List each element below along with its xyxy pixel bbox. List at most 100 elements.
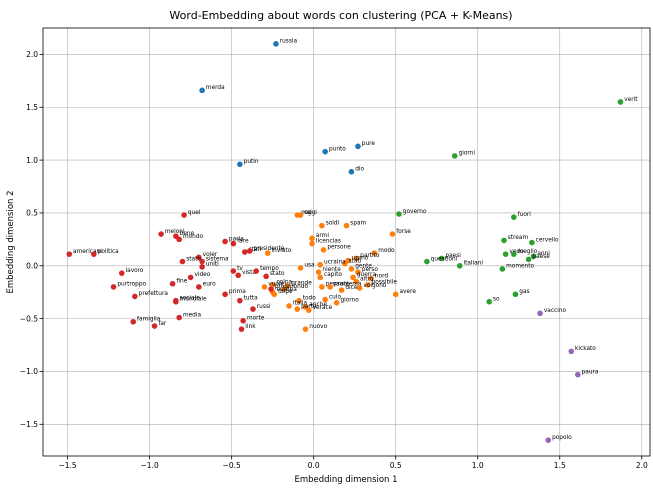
scatter-point [118,270,125,276]
scatter-point [269,282,276,288]
scatter-point [525,256,532,263]
scatter-point [238,326,245,332]
scatter-point [110,284,117,290]
scatter-point [246,248,253,254]
point-label: giorno [340,298,359,304]
scatter-point [350,274,356,281]
point-label: meglio [518,249,538,255]
scatter-point [241,249,248,255]
scatter-point [355,269,361,275]
point-label: mondiale [180,297,207,303]
point-label: ucraina [324,260,346,266]
point-label: italiani [463,261,483,267]
scatter-point [130,318,137,325]
point-label: soldi [326,220,340,226]
point-label: dopo [278,289,293,295]
scatter-point [179,258,186,265]
point-label: nuovo [309,324,327,330]
scatter-point [294,306,301,312]
point-label: tempo [260,266,279,272]
scatter-point [237,297,243,304]
scatter-point [499,266,506,272]
point-label: todo [303,295,316,301]
point-label: colpa [276,280,292,286]
point-label: parla [229,236,244,242]
point-label: italia [293,301,308,307]
point-label: cervello [536,237,559,243]
scatter-point [355,143,361,150]
scatter-point [281,286,287,292]
point-label: stato [186,256,201,262]
scatter-point [396,211,402,217]
point-label: anni [537,251,550,257]
point-label: lavoro [126,268,144,274]
point-label: anche [309,302,327,308]
scatter-point [250,306,256,312]
point-label: spam [350,220,366,226]
scatter-point [501,237,507,244]
point-label: famiglia [137,317,161,323]
point-label: prog. [275,284,290,290]
point-label: momento [506,264,534,270]
scatter-point [456,262,463,269]
point-label: fuori [518,212,532,218]
point-label: link [245,324,256,330]
point-label: americani [73,249,102,255]
scatter-point [264,250,271,256]
point-label: voler [203,252,218,258]
point-label: armi [316,233,329,239]
point-label: tutta [244,295,258,301]
y-tick-label: 0.5 [26,209,38,218]
point-label: mai [301,210,312,216]
point-label: meloni [165,229,185,235]
cluster-0-group: russia merda putin punto pure dio [199,39,375,175]
scatter-point [91,251,97,257]
point-label: pensare [326,282,350,288]
point-label: kickato [575,346,596,352]
point-label: guerra [357,272,377,278]
scatter-point [424,258,430,265]
point-label: europa [276,287,297,293]
point-label: euro [203,282,216,288]
point-label: vedo [509,249,524,255]
point-label: punto [329,146,346,152]
point-label: nord [375,273,389,279]
point-label: gas [519,289,529,295]
point-label: giorni [459,151,476,157]
scatter-point [222,238,228,245]
point-label: prefettura [139,291,169,297]
y-tick-label: 2.0 [26,50,38,59]
scatter-point [486,298,493,305]
scatter-point [348,168,355,175]
scatter-point [173,298,179,305]
scatter-point [511,214,517,220]
scatter-point [151,323,158,329]
point-label: morte [247,316,265,322]
y-tick-label: −0.5 [20,314,38,323]
x-tick-label: −0.5 [223,461,241,470]
scatter-point [530,253,537,260]
point-label: bene [180,231,195,237]
point-label: dice [345,285,357,291]
plot-frame [42,27,651,457]
scatter-point [132,293,138,300]
scatter-point [322,148,328,155]
scatter-point [273,41,279,47]
scatter-point [511,251,517,257]
point-label: uniti [206,262,219,268]
scatter-point [338,287,345,293]
scatter-point [271,291,278,298]
scatter-point [158,231,164,237]
scatter-point [286,303,292,309]
scatter-point [365,282,371,288]
y-axis-label: Embedding dimension 2 [6,190,16,293]
scatter-point [319,284,325,290]
x-tick-label: −1.5 [58,461,76,470]
cluster-2-group: verit giorni governo fuori stream cervello ved… [396,97,638,305]
y-tick-label: 1.0 [26,156,38,165]
point-label: niente [322,267,341,273]
scatter-point [451,153,458,159]
point-label: perso [362,267,379,273]
